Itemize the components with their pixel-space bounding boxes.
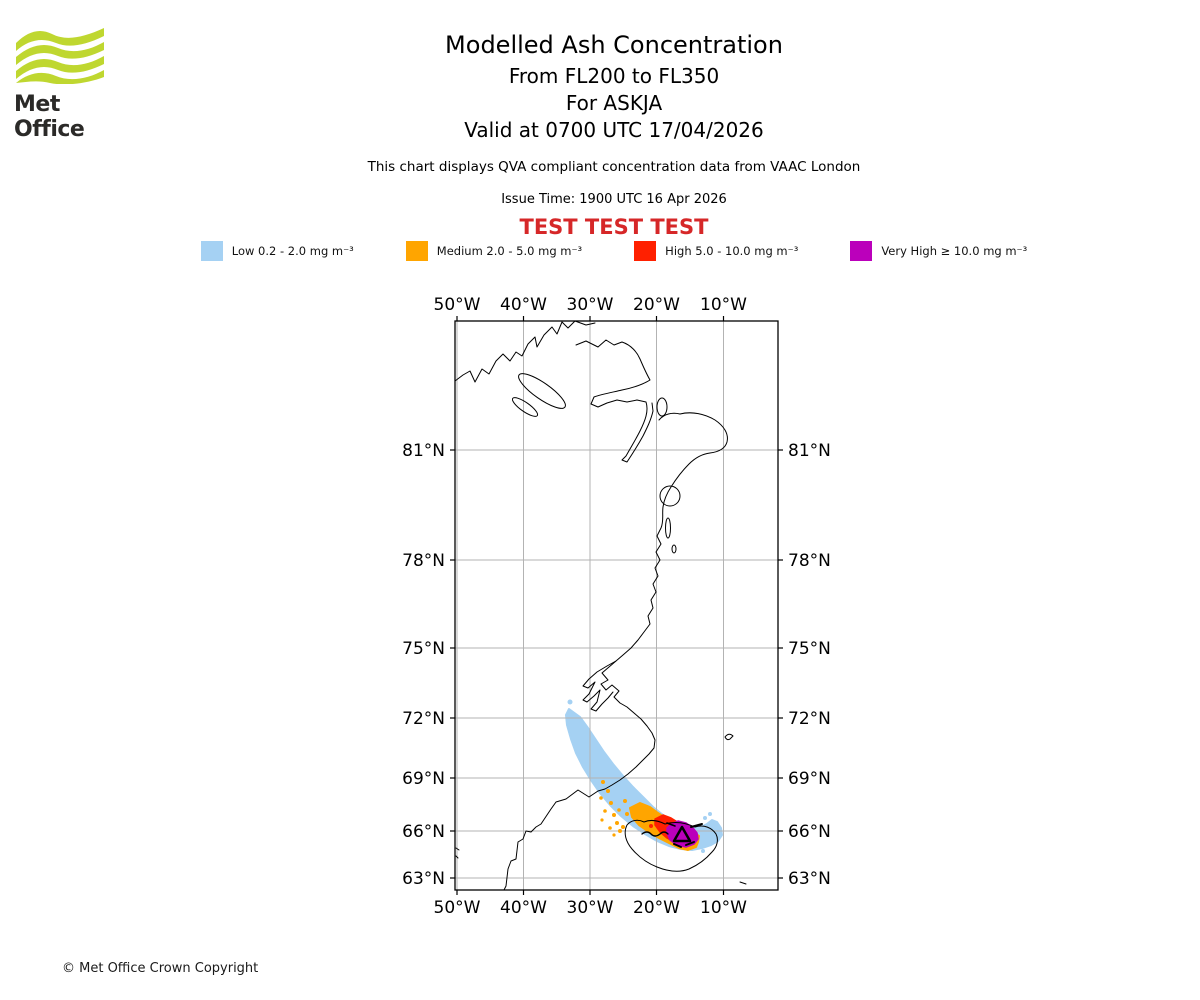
map-area: 50°W 40°W 30°W 20°W 10°W 50°W 40°W 30°W … — [390, 290, 850, 920]
lat-tick-label: 72°N — [788, 709, 831, 729]
legend-label-medium: Medium 2.0 - 5.0 mg m⁻³ — [436, 244, 583, 258]
lon-tick-label: 20°W — [633, 898, 680, 918]
graticule-gridlines — [455, 321, 778, 890]
lat-tick-label: 78°N — [402, 551, 445, 571]
legend-swatch-medium-icon — [405, 241, 428, 261]
coastline — [454, 320, 747, 891]
lon-tick-label: 40°W — [500, 295, 547, 315]
concentration-legend: Low 0.2 - 2.0 mg m⁻³ Medium 2.0 - 5.0 mg… — [28, 241, 1200, 261]
lat-tick-label: 63°N — [788, 869, 831, 889]
lat-axis-left: 81°N 78°N 75°N 72°N 69°N 66°N 63°N — [402, 441, 445, 889]
lat-tick-label: 69°N — [788, 769, 831, 789]
lat-tick-label: 81°N — [788, 441, 831, 461]
volcano-marker-icon — [672, 825, 692, 843]
lon-tick-label: 30°W — [567, 295, 614, 315]
map-frame — [454, 320, 779, 891]
legend-swatch-high-icon — [634, 241, 657, 261]
lon-axis-top: 50°W 40°W 30°W 20°W 10°W — [434, 295, 748, 315]
legend-label-high: High 5.0 - 10.0 mg m⁻³ — [665, 244, 799, 258]
lat-tick-label: 63°N — [402, 869, 445, 889]
flight-level-subtitle: From FL200 to FL350 — [508, 64, 720, 88]
lat-tick-label: 75°N — [788, 639, 831, 659]
lon-tick-label: 40°W — [500, 898, 547, 918]
iceland-coastline — [624, 819, 718, 872]
lat-tick-label: 66°N — [402, 822, 445, 842]
lon-tick-label: 10°W — [700, 295, 747, 315]
legend-swatch-low-icon — [200, 241, 223, 261]
lon-tick-label: 30°W — [567, 898, 614, 918]
lat-tick-label: 78°N — [788, 551, 831, 571]
lon-tick-label: 50°W — [434, 898, 481, 918]
legend-item-medium: Medium 2.0 - 5.0 mg m⁻³ — [405, 241, 583, 261]
crown-copyright: © Met Office Crown Copyright — [62, 961, 259, 976]
test-banner: TEST TEST TEST — [519, 215, 709, 239]
lat-tick-label: 72°N — [402, 709, 445, 729]
lon-axis-bottom: 50°W 40°W 30°W 20°W 10°W — [434, 898, 748, 918]
lat-tick-label: 66°N — [788, 822, 831, 842]
page-title: Modelled Ash Concentration — [445, 31, 783, 59]
legend-label-very-high: Very High ≥ 10.0 mg m⁻³ — [881, 244, 1028, 258]
lon-tick-label: 10°W — [700, 898, 747, 918]
issue-time-label: Issue Time: 1900 UTC 16 Apr 2026 — [501, 192, 727, 207]
lon-tick-label: 20°W — [633, 295, 680, 315]
lat-tick-label: 75°N — [402, 639, 445, 659]
legend-label-low: Low 0.2 - 2.0 mg m⁻³ — [231, 244, 354, 258]
axis-ticks — [450, 316, 783, 895]
volcano-subtitle: For ASKJA — [565, 91, 663, 115]
met-office-flag-icon — [16, 28, 104, 85]
volcano-area-contours — [641, 822, 703, 848]
met-office-logo: Met Office — [14, 26, 124, 142]
valid-time-subtitle: Valid at 0700 UTC 17/04/2026 — [464, 118, 764, 142]
jan-mayen-island — [724, 733, 734, 741]
lon-tick-label: 50°W — [434, 295, 481, 315]
map-canvas: 50°W 40°W 30°W 20°W 10°W 50°W 40°W 30°W … — [402, 295, 831, 918]
qva-compliance-note: This chart displays QVA compliant concen… — [367, 159, 861, 175]
lat-axis-right: 81°N 78°N 75°N 72°N 69°N 66°N 63°N — [788, 441, 831, 889]
lat-tick-label: 81°N — [402, 441, 445, 461]
legend-item-high: High 5.0 - 10.0 mg m⁻³ — [634, 241, 798, 261]
legend-swatch-very-high-icon — [850, 241, 873, 261]
legend-item-very-high: Very High ≥ 10.0 mg m⁻³ — [850, 241, 1027, 261]
legend-item-low: Low 0.2 - 2.0 mg m⁻³ — [200, 241, 354, 261]
lat-tick-label: 69°N — [402, 769, 445, 789]
met-office-logo-text: Met Office — [14, 92, 85, 142]
